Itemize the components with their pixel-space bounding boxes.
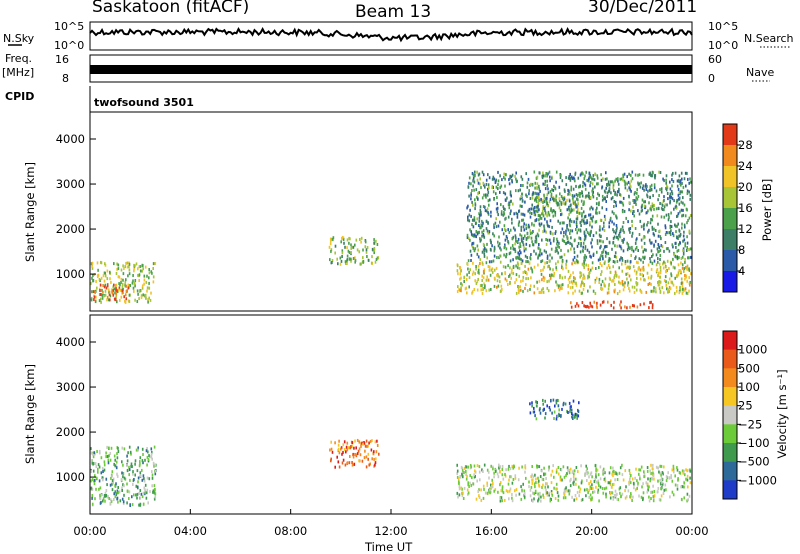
date-title: 30/Dec/2011 (588, 0, 697, 17)
nave-label: Nave (746, 66, 774, 79)
colorbar-tick-label: 12 (738, 222, 753, 236)
echo-region (456, 260, 692, 296)
colorbar-swatch (723, 424, 737, 444)
nave-tick-bottom: 0 (708, 72, 715, 85)
colorbar-tick-label: −500 (738, 455, 770, 469)
colorbar-swatch (723, 387, 737, 406)
colorbar-tick-label: 28 (738, 138, 753, 152)
colorbar-tick-label: 16 (738, 201, 753, 215)
freq-tick-bottom: 8 (62, 72, 69, 85)
x-tick-label: 00:00 (73, 524, 106, 538)
x-tick-label: 08:00 (274, 524, 307, 538)
y-tick-label: 1000 (56, 470, 85, 484)
x-tick-label: 00:00 (675, 524, 708, 538)
y-tick-label: 3000 (56, 177, 85, 191)
colorbar-tick-label: 20 (738, 180, 753, 194)
y-tick-label: 2000 (56, 425, 85, 439)
power-cbar-label: Power [dB] (760, 179, 774, 242)
x-tick-label: 16:00 (475, 524, 508, 538)
colorbar-swatch (723, 405, 737, 425)
sky-tick-bottom: 10^0 (54, 39, 84, 52)
velocity-ylabel: Slant Range [km] (23, 364, 37, 464)
y-tick-label: 2000 (56, 222, 85, 236)
velocity-colorbar: 1000 500 100 25 −25 −100 −500 −1000 (722, 330, 777, 500)
colorbar-swatch (723, 480, 737, 500)
colorbar-tick-label: 25 (738, 399, 753, 413)
echo-region (466, 170, 692, 264)
sky-panel-frame (89, 21, 693, 51)
colorbar-tick-label: 8 (738, 243, 745, 257)
colorbar-tick-label: 1000 (738, 343, 767, 357)
colorbar-swatch (723, 461, 737, 481)
power-echoes (90, 170, 692, 310)
colorbar-frame (722, 330, 738, 500)
colorbar-tick-label: −100 (738, 436, 770, 450)
velocity-echoes (90, 398, 692, 507)
power-ylabel: Slant Range [km] (23, 162, 37, 262)
power-colorbar: 4 8 12 16 20 24 28 (722, 123, 753, 293)
y-tick-label: 1000 (56, 267, 85, 281)
echo-region (529, 398, 580, 421)
velocity-yticks: 1000 2000 3000 4000 (56, 335, 96, 484)
noise-trace (89, 26, 693, 43)
velocity-panel-frame (89, 314, 693, 515)
echo-region (90, 260, 157, 304)
y-tick-label: 3000 (56, 380, 85, 394)
colorbar-tick-label: 24 (738, 159, 753, 173)
echo-region (328, 235, 380, 266)
x-tick-label: 20:00 (575, 524, 608, 538)
x-tick-label: 12:00 (374, 524, 407, 538)
colorbar-swatch (723, 331, 737, 350)
station-title: Saskatoon (fitACF) (92, 0, 249, 17)
power-yticks: 1000 2000 3000 4000 (56, 132, 96, 281)
nsearch-label: N.Search (744, 32, 794, 45)
colorbar-swatch (723, 145, 737, 167)
time-axis: 00:00 04:00 08:00 12:00 16:00 20:00 00:00 (73, 509, 709, 538)
nsky-line (89, 26, 693, 43)
echo-region (92, 283, 130, 302)
colorbar-swatch (723, 368, 737, 388)
colorbar-swatch (723, 124, 737, 146)
colorbar-swatch (723, 250, 737, 272)
velocity-cbar-label: Velocity [m s⁻¹] (775, 369, 789, 458)
cpid-label: CPID (5, 90, 34, 103)
colorbar-swatch (723, 166, 737, 188)
beam-title: Beam 13 (355, 2, 431, 22)
echo-region (90, 445, 157, 507)
colorbar-swatch (723, 349, 737, 369)
echo-region (456, 463, 692, 503)
power-panel-frame (89, 111, 693, 312)
echo-region (570, 300, 654, 310)
colorbar-swatch (723, 271, 737, 293)
colorbar-swatch (723, 443, 737, 462)
colorbar-tick-label: −1000 (738, 473, 777, 487)
nave-tick-top: 60 (708, 53, 722, 66)
xaxis-label: Time UT (364, 540, 413, 554)
colorbar-swatch (723, 229, 737, 251)
colorbar-tick-label: 500 (738, 361, 760, 375)
colorbar-tick-label: −25 (738, 417, 762, 431)
cpid-value: twofsound 3501 (94, 96, 194, 109)
freq-trace (90, 65, 692, 74)
y-tick-label: 4000 (56, 132, 85, 146)
colorbar-swatch (723, 187, 737, 209)
x-tick-label: 04:00 (174, 524, 207, 538)
mhz-label: [MHz] (2, 66, 34, 79)
colorbar-tick-label: 4 (738, 264, 745, 278)
search-tick-bottom: 10^0 (708, 39, 738, 52)
freq-label: Freq. (5, 52, 32, 65)
echo-region (329, 438, 380, 469)
colorbar-tick-label: 100 (738, 380, 760, 394)
nsky-label: N.Sky (3, 32, 35, 45)
y-tick-label: 4000 (56, 335, 85, 349)
colorbar-swatch (723, 208, 737, 230)
search-tick-top: 10^5 (708, 20, 738, 33)
freq-tick-top: 16 (55, 53, 69, 66)
sky-tick-top: 10^5 (54, 20, 84, 33)
